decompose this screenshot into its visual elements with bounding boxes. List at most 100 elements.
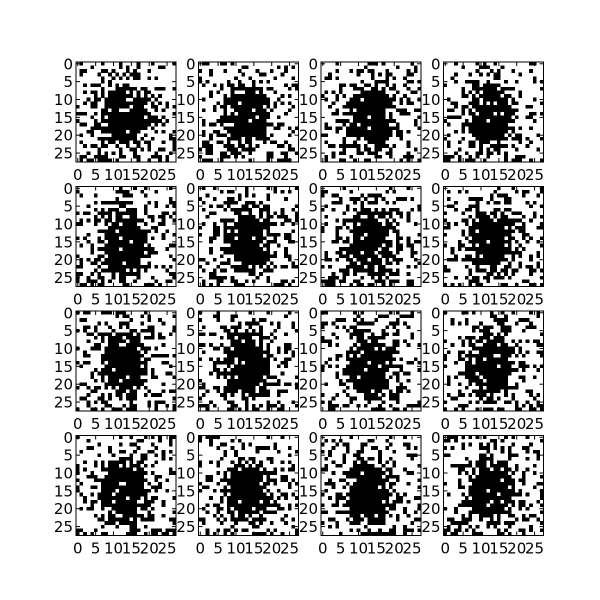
heatmap-cell [202,119,206,123]
heatmap-cell [514,79,519,84]
heatmap-cell [133,151,137,155]
heatmap-cell [140,460,144,465]
heatmap-cell [504,364,508,369]
heatmap-cell [360,282,364,287]
heatmap-cell [363,361,368,365]
heatmap-cell [122,314,127,319]
heatmap-cell [230,353,235,358]
heatmap-cell [371,200,375,205]
heatmap-cell [198,332,203,337]
heatmap-cell [500,137,505,141]
heatmap-cell [353,112,357,116]
heatmap-cell [122,332,127,337]
heatmap-cell [371,240,375,244]
heatmap-cell [378,336,382,340]
heatmap-cell [122,496,127,500]
heatmap-cell [209,272,213,276]
heatmap-cell [356,197,361,201]
heatmap-cell [461,371,465,376]
heatmap-cell [133,69,137,73]
heatmap-cell [371,229,375,233]
heatmap-image [198,435,299,536]
heatmap-cell [472,328,476,333]
heatmap-cell [371,69,375,73]
heatmap-cell [328,357,332,362]
heatmap-cell [511,186,515,191]
heatmap-cell [101,108,105,113]
heatmap-cell [328,257,332,262]
heatmap-cell [479,393,483,397]
heatmap-cell [248,218,253,223]
heatmap-cell [230,393,235,397]
heatmap-cell [126,396,130,401]
heatmap-cell [104,368,109,372]
heatmap-cell [529,104,533,109]
heatmap-cell [486,386,490,390]
heatmap-cell [403,197,407,201]
heatmap-cell [381,265,386,269]
heatmap-cell [507,346,512,351]
heatmap-cell [147,318,152,322]
heatmap-cell [497,389,501,394]
heatmap-cell [158,154,162,159]
heatmap-cell [539,332,544,337]
heatmap-cell [237,207,242,212]
heatmap-cell [161,382,166,387]
heatmap-cell [143,435,148,440]
heatmap-cell [227,332,231,337]
heatmap-cell [403,108,407,113]
heatmap-cell [133,514,137,518]
heatmap-cell [241,108,245,113]
heatmap-cell [413,250,418,255]
heatmap-cell [489,314,494,319]
heatmap-cell [154,407,159,412]
heatmap-cell [234,332,238,337]
heatmap-cell [136,268,141,273]
heatmap-cell [118,101,123,105]
heatmap-cell [461,126,465,130]
heatmap-cell [262,204,267,208]
heatmap-cell [324,90,329,95]
heatmap-cell [374,393,379,397]
heatmap-cell [248,207,253,212]
heatmap-cell [399,133,404,138]
heatmap-cell [237,375,242,379]
heatmap-cell [248,378,253,383]
heatmap-cell [262,250,267,255]
heatmap-cell [284,350,288,354]
heatmap-cell [118,243,123,248]
heatmap-cell [504,343,508,347]
heatmap-cell [468,154,473,159]
heatmap-cell [129,350,134,354]
heatmap-cell [266,101,270,105]
heatmap-cell [212,275,217,280]
heatmap-cell [381,282,386,287]
heatmap-cell [255,350,260,354]
heatmap-cell [223,325,228,329]
heatmap-cell [79,528,84,532]
heatmap-cell [335,325,339,329]
heatmap-cell [536,133,540,138]
heatmap-cell [143,265,148,269]
heatmap-cell [143,492,148,497]
heatmap-cell [223,151,228,155]
y-tick-label: 10 [299,340,318,358]
y-tick-label: 10 [299,91,318,109]
heatmap-cell [284,215,288,219]
heatmap-cell [403,94,407,98]
heatmap-cell [227,83,231,88]
heatmap-cell [219,190,224,194]
heatmap-cell [479,240,483,244]
heatmap-cell [514,101,519,105]
heatmap-cell [172,375,177,379]
heatmap-cell [234,314,238,319]
heatmap-cell [331,279,336,283]
heatmap-cell [241,265,245,269]
heatmap-cell [381,247,386,251]
heatmap-cell [129,122,134,127]
heatmap-cell [388,403,393,408]
heatmap-cell [468,339,473,344]
heatmap-cell [287,108,292,113]
heatmap-cell [241,471,245,475]
heatmap-cell [248,222,253,226]
